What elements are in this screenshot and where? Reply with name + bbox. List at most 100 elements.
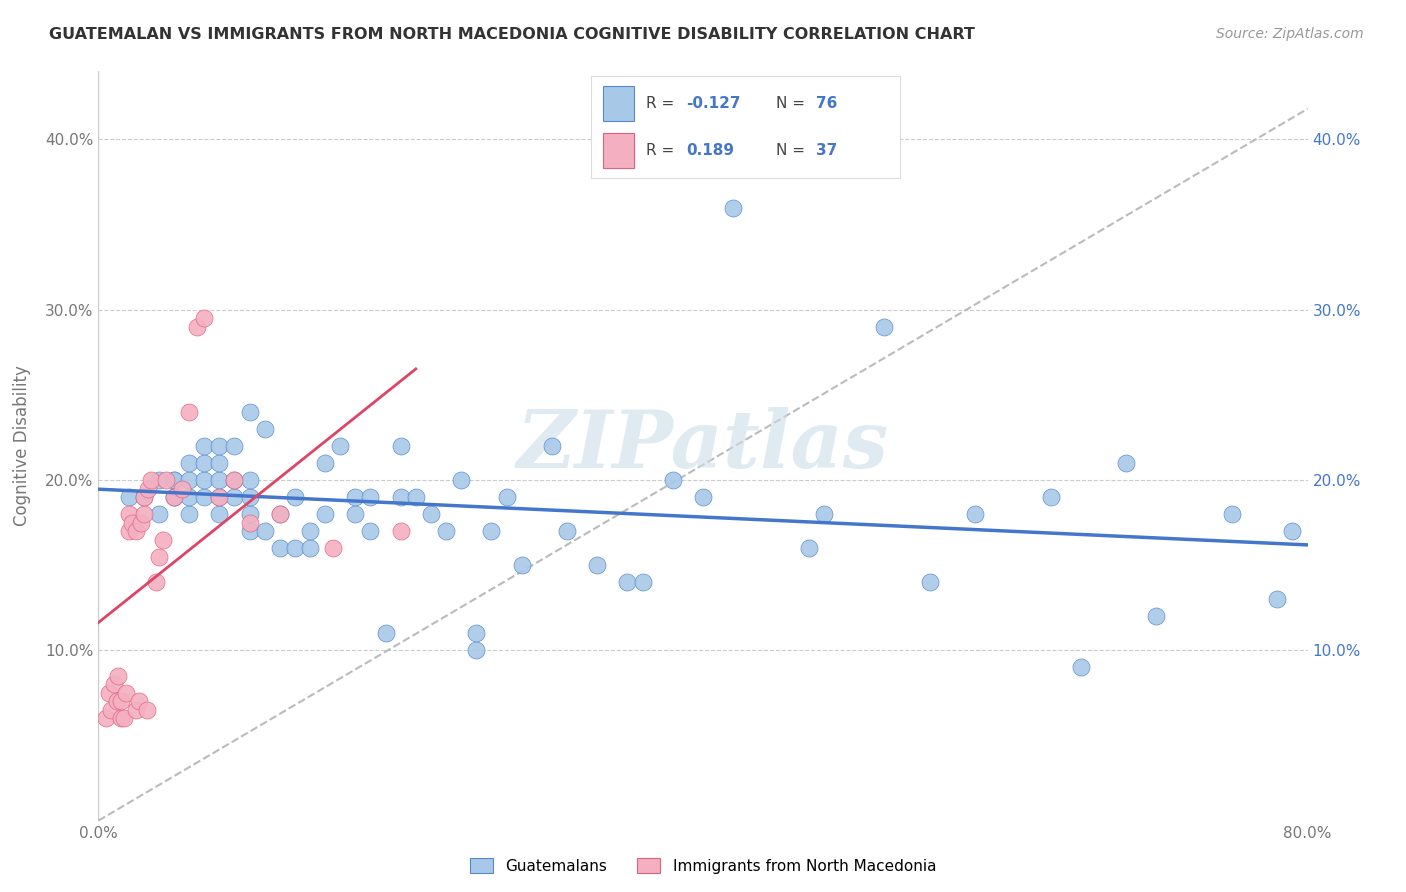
Point <box>103 677 125 691</box>
Text: N =: N = <box>776 96 810 111</box>
Point <box>661 473 683 487</box>
Point <box>193 311 215 326</box>
Point <box>965 507 987 521</box>
Point <box>692 490 714 504</box>
Point <box>152 533 174 547</box>
Point <box>118 507 141 521</box>
Text: N =: N = <box>776 144 810 158</box>
Point <box>555 524 578 538</box>
Y-axis label: Cognitive Disability: Cognitive Disability <box>13 366 31 526</box>
Point <box>284 541 307 556</box>
Point <box>299 524 322 538</box>
Point <box>112 711 135 725</box>
Point <box>239 524 262 538</box>
Text: 37: 37 <box>817 144 838 158</box>
Point <box>873 319 896 334</box>
Point <box>132 490 155 504</box>
Point <box>163 490 186 504</box>
Point <box>107 669 129 683</box>
Point <box>132 490 155 504</box>
Point <box>434 524 457 538</box>
Point <box>329 439 352 453</box>
Point <box>135 703 157 717</box>
Point <box>224 490 246 504</box>
Point <box>239 473 262 487</box>
Point <box>1070 660 1092 674</box>
Point <box>163 490 186 504</box>
Point <box>797 541 820 556</box>
Point <box>98 686 121 700</box>
Point <box>239 490 262 504</box>
Point <box>208 490 231 504</box>
Point <box>208 456 231 470</box>
Point <box>510 558 533 573</box>
Point <box>125 524 148 538</box>
Point <box>1281 524 1303 538</box>
Text: 76: 76 <box>817 96 838 111</box>
Point <box>540 439 562 453</box>
Point <box>374 626 396 640</box>
Point <box>224 473 246 487</box>
Point <box>224 473 246 487</box>
Point <box>118 490 141 504</box>
Point <box>1267 592 1289 607</box>
Point <box>125 703 148 717</box>
Point <box>128 694 150 708</box>
Text: R =: R = <box>647 144 679 158</box>
Point <box>179 490 201 504</box>
Point <box>186 319 208 334</box>
Point <box>465 626 488 640</box>
Point <box>163 490 186 504</box>
Point <box>253 422 276 436</box>
Point <box>163 473 186 487</box>
Point <box>105 694 128 708</box>
Point <box>132 507 155 521</box>
Point <box>344 507 367 521</box>
Point <box>148 549 170 564</box>
Point <box>918 575 941 590</box>
Point <box>179 507 201 521</box>
Point <box>94 711 117 725</box>
Point <box>208 473 231 487</box>
Point <box>129 516 152 530</box>
Point <box>155 473 177 487</box>
Point <box>145 575 167 590</box>
Point <box>110 694 132 708</box>
Point <box>208 490 231 504</box>
Point <box>420 507 443 521</box>
Point <box>389 490 412 504</box>
Point <box>253 524 276 538</box>
Point <box>141 473 163 487</box>
Point <box>1220 507 1243 521</box>
Point <box>193 473 215 487</box>
Point <box>314 507 336 521</box>
Point <box>465 643 488 657</box>
Point <box>148 507 170 521</box>
Text: GUATEMALAN VS IMMIGRANTS FROM NORTH MACEDONIA COGNITIVE DISABILITY CORRELATION C: GUATEMALAN VS IMMIGRANTS FROM NORTH MACE… <box>49 27 976 42</box>
Point <box>360 524 382 538</box>
Point <box>170 482 193 496</box>
Point <box>723 201 745 215</box>
Point <box>314 456 336 470</box>
Point <box>114 686 136 700</box>
Point <box>405 490 427 504</box>
Text: ZIPatlas: ZIPatlas <box>517 408 889 484</box>
Point <box>344 490 367 504</box>
Point <box>1115 456 1137 470</box>
Point <box>269 507 291 521</box>
Point <box>360 490 382 504</box>
Point <box>239 516 262 530</box>
FancyBboxPatch shape <box>603 133 634 168</box>
Point <box>322 541 344 556</box>
Point <box>208 507 231 521</box>
Point <box>813 507 835 521</box>
Point <box>1144 609 1167 624</box>
Point <box>136 482 159 496</box>
Point <box>1039 490 1062 504</box>
Point <box>208 439 231 453</box>
Text: 0.189: 0.189 <box>686 144 734 158</box>
FancyBboxPatch shape <box>603 87 634 121</box>
Point <box>224 439 246 453</box>
Legend: Guatemalans, Immigrants from North Macedonia: Guatemalans, Immigrants from North Maced… <box>464 852 942 880</box>
Point <box>269 541 291 556</box>
